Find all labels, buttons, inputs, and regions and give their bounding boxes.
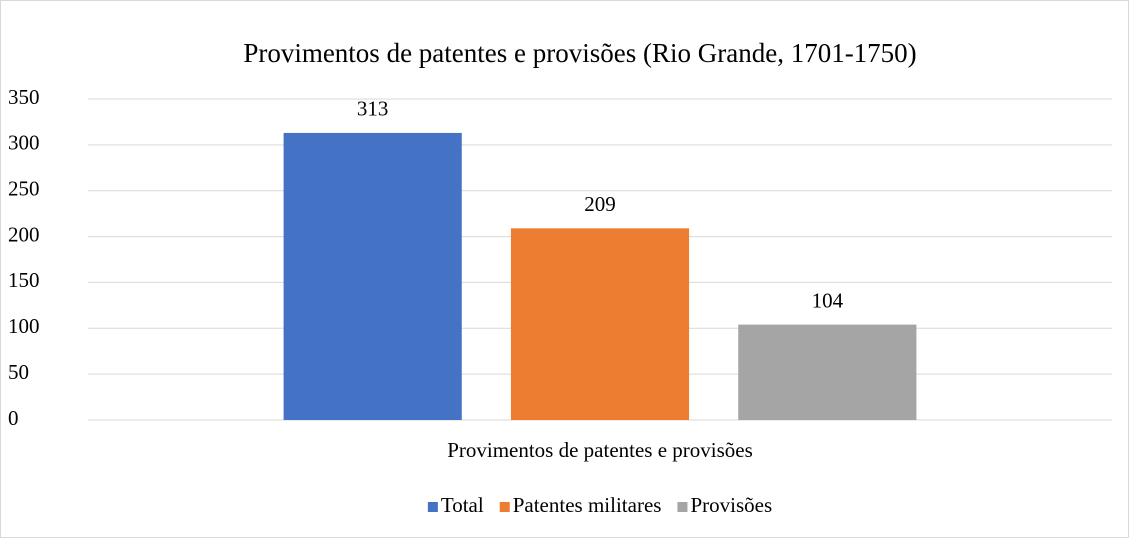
bar: [510, 228, 690, 420]
legend-swatch: [427, 502, 438, 512]
y-tick-label: 100: [8, 314, 40, 338]
legend-label: Total: [441, 493, 484, 517]
legend-label: Provisões: [690, 493, 772, 517]
data-label: 209: [584, 192, 616, 216]
y-tick-label: 50: [8, 360, 29, 384]
y-tick-label: 0: [8, 406, 19, 430]
data-label: 104: [812, 288, 844, 312]
bar: [283, 132, 462, 421]
y-tick-label: 200: [8, 222, 40, 246]
y-tick-label: 350: [8, 85, 40, 109]
x-tick-label: Provimentos de patentes e provisões: [447, 438, 753, 462]
y-tick-label: 150: [8, 268, 40, 292]
legend-swatch: [499, 502, 510, 512]
legend-swatch: [677, 502, 688, 512]
bar: [738, 324, 917, 420]
chart-title: Provimentos de patentes e provisões (Rio…: [243, 38, 916, 68]
data-label: 313: [357, 97, 389, 121]
legend-label: Patentes militares: [513, 493, 662, 517]
y-tick-label: 300: [8, 131, 40, 155]
y-tick-label: 250: [8, 177, 40, 201]
